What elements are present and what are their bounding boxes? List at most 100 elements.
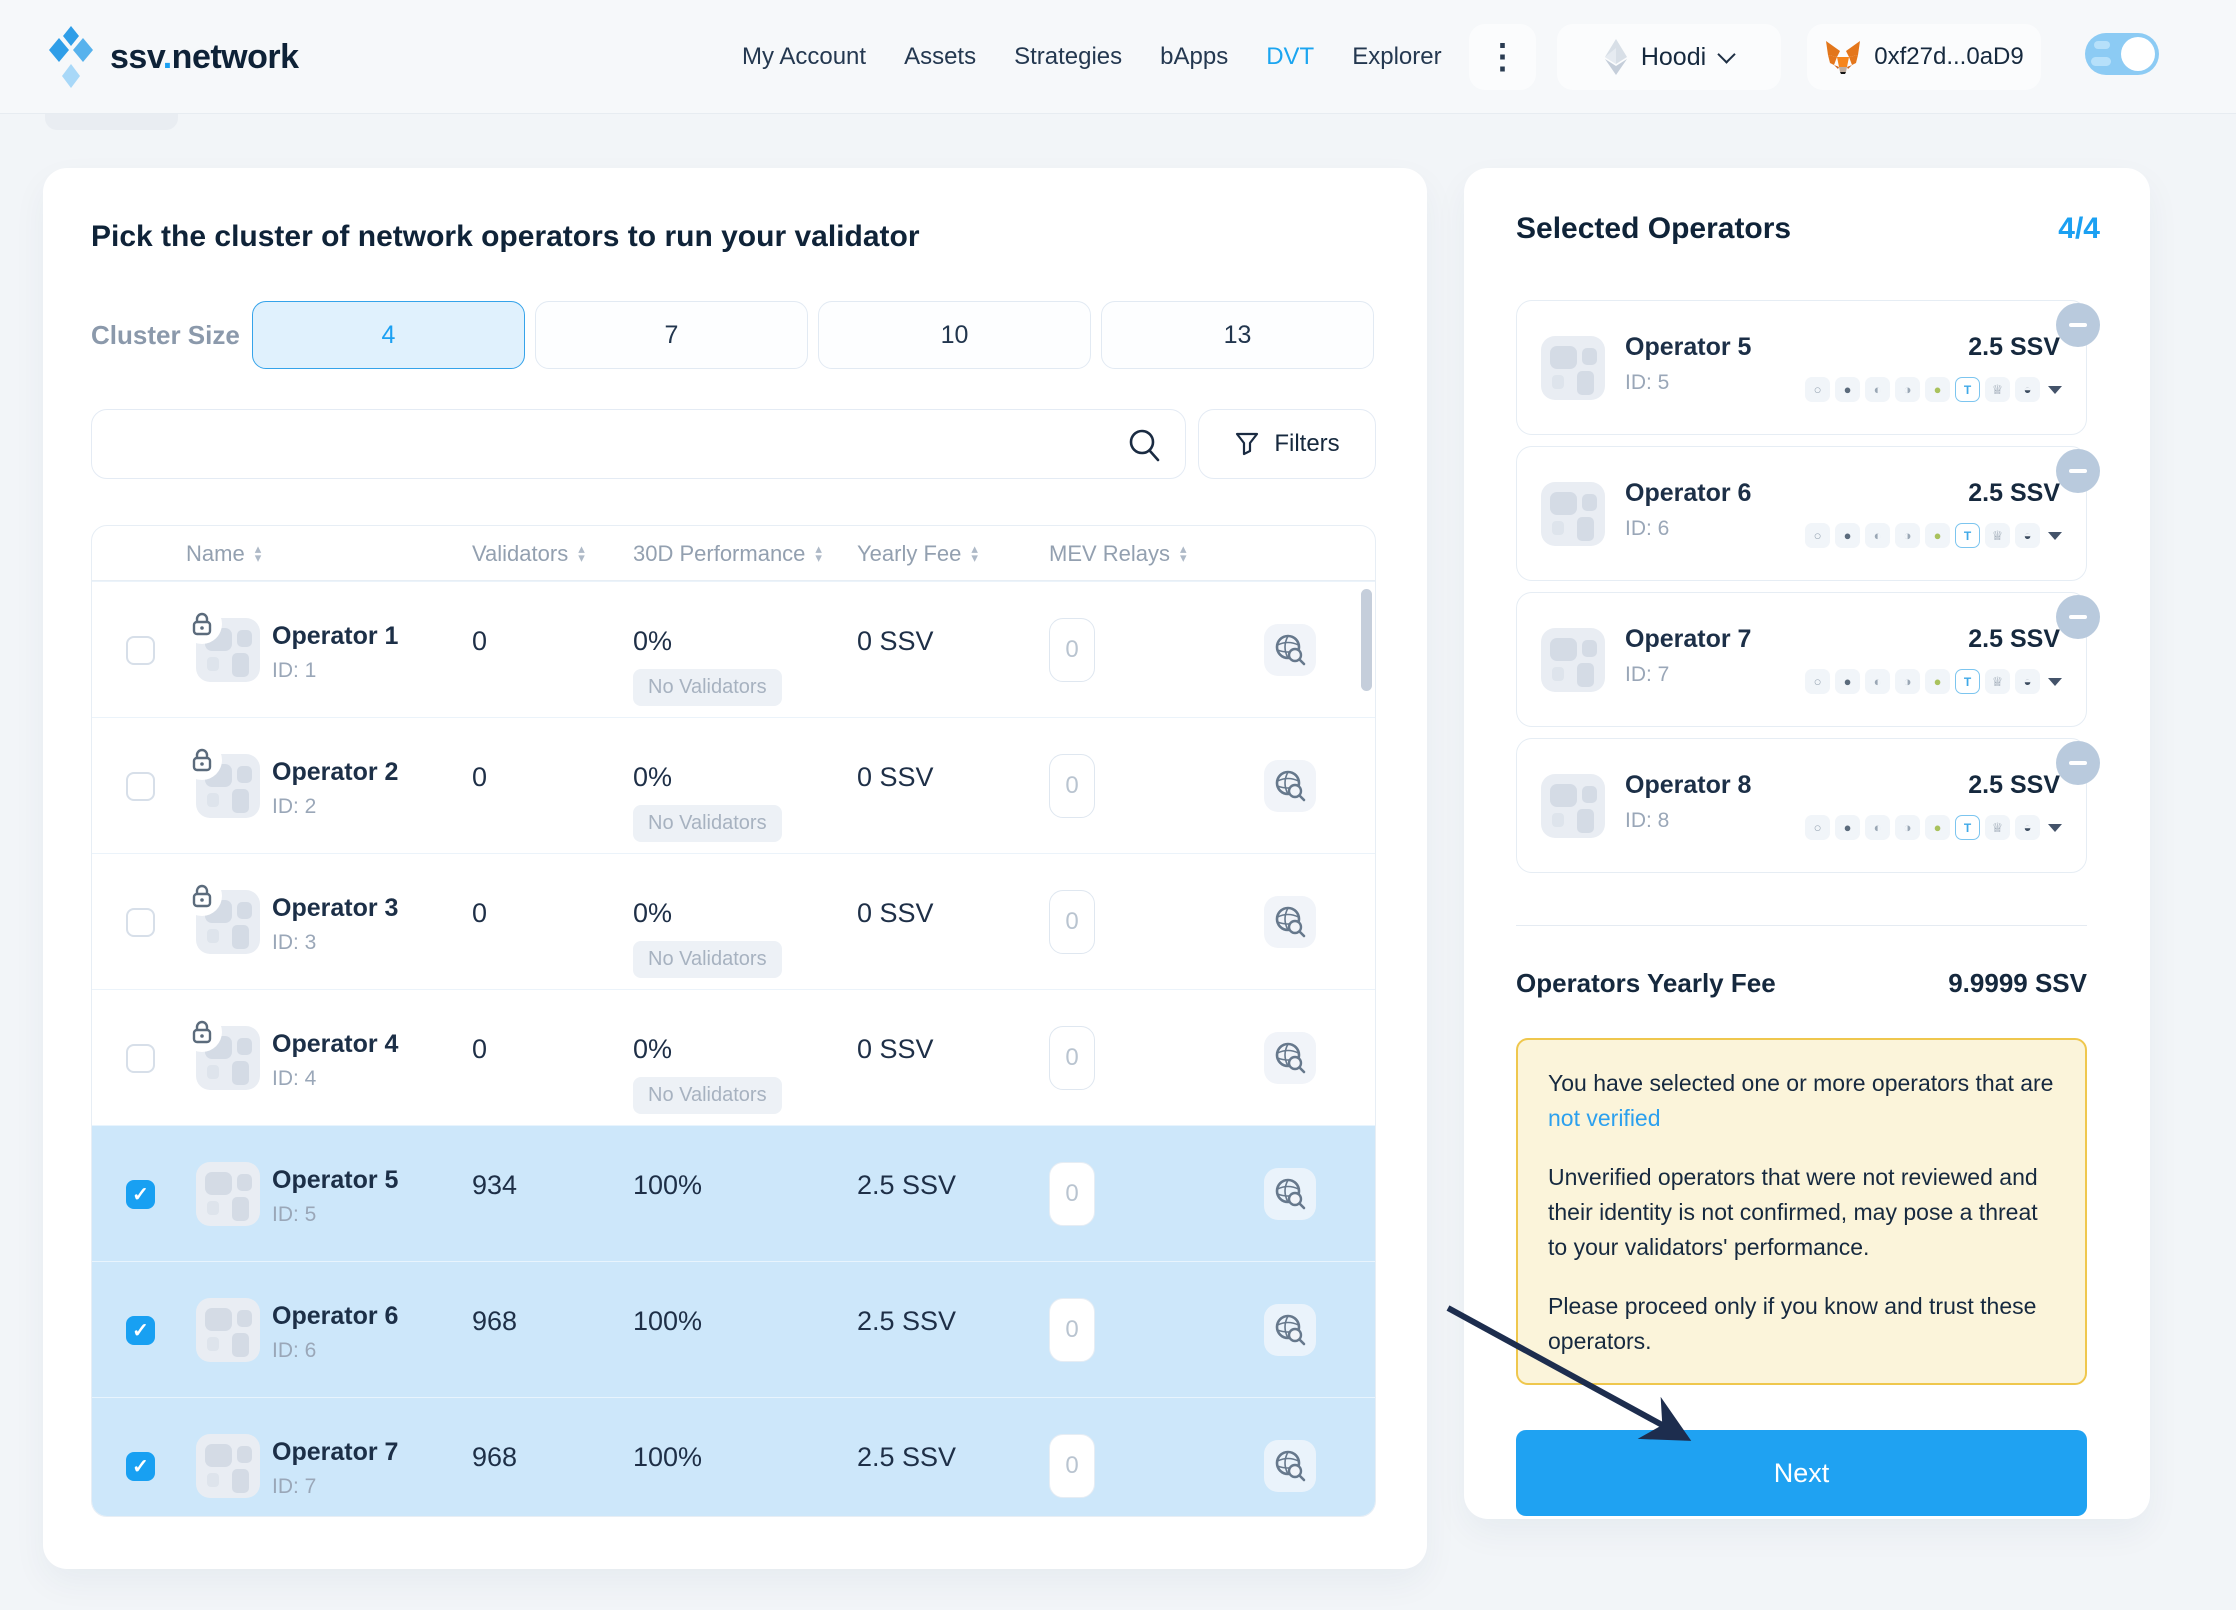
overflow-menu-button[interactable]: ⋮ bbox=[1469, 24, 1536, 90]
nav-link-strategies[interactable]: Strategies bbox=[1014, 43, 1123, 70]
operator-fee: 2.5 SSV bbox=[1968, 771, 2060, 799]
yearly-fee-value: 0 SSV bbox=[857, 626, 934, 656]
operator-search bbox=[91, 409, 1186, 479]
theme-toggle[interactable] bbox=[2085, 33, 2159, 75]
open-in-explorer-button[interactable] bbox=[1264, 896, 1316, 948]
row-checkbox-checked[interactable]: ✓ bbox=[126, 1316, 155, 1345]
column-header-performance[interactable]: 30D Performance ▴ ▾ bbox=[633, 540, 822, 566]
globe-search-icon bbox=[1275, 634, 1306, 666]
table-row[interactable]: Operator 2 ID: 2 0 0% No Validators 0 SSV … bbox=[92, 717, 1375, 853]
operator-id: ID: 6 bbox=[1625, 517, 1670, 540]
operator-name: Operator 5 bbox=[1625, 333, 1752, 361]
table-row-selected[interactable]: ✓ Operator 6 ID: 6 968 100% 2.5 SSV 0 bbox=[92, 1261, 1375, 1397]
mev-relay-icon: ◐ bbox=[1865, 523, 1890, 548]
row-checkbox-checked[interactable]: ✓ bbox=[126, 1180, 155, 1209]
mev-relays-count: 0 bbox=[1049, 1434, 1095, 1498]
expand-relays-icon[interactable] bbox=[2048, 823, 2062, 832]
column-header-mev-relays[interactable]: MEV Relays ▴ ▾ bbox=[1049, 540, 1187, 566]
operator-id: ID: 2 bbox=[272, 795, 317, 818]
warning-body: Please proceed only if you know and trus… bbox=[1548, 1292, 2037, 1354]
not-verified-link[interactable]: not verified bbox=[1548, 1104, 1661, 1131]
mev-relay-icon: ● bbox=[1835, 523, 1860, 548]
expand-relays-icon[interactable] bbox=[2048, 385, 2062, 394]
open-in-explorer-button[interactable] bbox=[1264, 1440, 1316, 1492]
performance-value: 0% bbox=[633, 626, 673, 656]
filters-button[interactable]: Filters bbox=[1198, 409, 1376, 479]
selected-operator-cards: Operator 5 ID: 5 2.5 SSV ○ ● ◐ ◑ ● T ♕ ◒ Operat… bbox=[1516, 300, 2100, 873]
search-input[interactable] bbox=[116, 410, 1116, 478]
mev-relay-icon: ◐ bbox=[1865, 669, 1890, 694]
cluster-size-4-button[interactable]: 4 bbox=[252, 301, 525, 369]
sort-icon: ▴ ▾ bbox=[971, 541, 978, 565]
remove-operator-button[interactable] bbox=[2056, 449, 2100, 493]
network-selector[interactable]: Hoodi bbox=[1557, 24, 1781, 90]
remove-operator-button[interactable] bbox=[2056, 595, 2100, 639]
expand-relays-icon[interactable] bbox=[2048, 531, 2062, 540]
table-row[interactable]: Operator 3 ID: 3 0 0% No Validators 0 SSV … bbox=[92, 853, 1375, 989]
row-checkbox-checked[interactable]: ✓ bbox=[126, 1452, 155, 1481]
open-in-explorer-button[interactable] bbox=[1264, 624, 1316, 676]
mev-relay-icon: ◒ bbox=[2015, 523, 2040, 548]
sort-icon: ▴ ▾ bbox=[254, 541, 262, 565]
check-icon: ✓ bbox=[132, 1456, 149, 1478]
nav-link-my-account[interactable]: My Account bbox=[742, 43, 867, 70]
cluster-size-13-button[interactable]: 13 bbox=[1101, 301, 1374, 369]
open-in-explorer-button[interactable] bbox=[1264, 1304, 1316, 1356]
yearly-fee-value: 0 SSV bbox=[857, 762, 934, 792]
open-in-explorer-button[interactable] bbox=[1264, 1032, 1316, 1084]
page-title: Pick the cluster of network operators to… bbox=[91, 220, 920, 253]
cluster-size-label: Cluster Size bbox=[91, 320, 240, 350]
remove-operator-button[interactable] bbox=[2056, 741, 2100, 785]
sort-icon: ▴ ▾ bbox=[1180, 541, 1187, 565]
table-scrollbar-thumb[interactable] bbox=[1361, 589, 1372, 691]
selected-operator-card: Operator 6 ID: 6 2.5 SSV ○ ● ◐ ◑ ● T ♕ ◒ bbox=[1516, 446, 2100, 581]
performance-value: 100% bbox=[633, 1442, 703, 1472]
expand-relays-icon[interactable] bbox=[2048, 677, 2062, 686]
no-validators-badge: No Validators bbox=[633, 1077, 782, 1114]
validators-count: 934 bbox=[472, 1170, 518, 1200]
mev-relay-icon: ♕ bbox=[1985, 523, 2010, 548]
cluster-size-7-button[interactable]: 7 bbox=[535, 301, 808, 369]
mev-relay-icon: ◑ bbox=[1895, 523, 1920, 548]
column-header-name[interactable]: Name ▴ ▾ bbox=[186, 540, 262, 566]
column-header-validators[interactable]: Validators ▴ ▾ bbox=[472, 540, 585, 566]
mev-relay-icons: ○ ● ◐ ◑ ● T ♕ ◒ bbox=[1805, 523, 2062, 548]
nav-link-dvt[interactable]: DVT bbox=[1266, 43, 1315, 70]
performance-value: 100% bbox=[633, 1170, 703, 1200]
mev-relay-icon: ◐ bbox=[1865, 815, 1890, 840]
open-in-explorer-button[interactable] bbox=[1264, 1168, 1316, 1220]
table-row-selected[interactable]: ✓ Operator 5 ID: 5 934 100% 2.5 SSV 0 bbox=[92, 1125, 1375, 1261]
no-validators-badge: No Validators bbox=[633, 805, 782, 842]
operator-name: Operator 7 bbox=[272, 1438, 399, 1466]
open-in-explorer-button[interactable] bbox=[1264, 760, 1316, 812]
performance-value: 0% bbox=[633, 898, 673, 928]
cloud-icon bbox=[2091, 57, 2111, 66]
nav-link-bapps[interactable]: bApps bbox=[1160, 43, 1229, 70]
brand-logo[interactable]: ssv.network bbox=[48, 0, 299, 114]
wallet-button[interactable]: 0xf27d...0aD9 bbox=[1807, 24, 2041, 90]
nav-link-explorer[interactable]: Explorer bbox=[1352, 43, 1442, 70]
search-icon[interactable] bbox=[1127, 427, 1161, 463]
selected-operators-title: Selected Operators bbox=[1516, 212, 1792, 245]
mev-relay-icons: ○ ● ◐ ◑ ● T ♕ ◒ bbox=[1805, 669, 2062, 694]
cluster-size-10-button[interactable]: 10 bbox=[818, 301, 1091, 369]
row-checkbox[interactable] bbox=[126, 908, 155, 937]
table-row-selected[interactable]: ✓ Operator 7 ID: 7 968 100% 2.5 SSV 0 bbox=[92, 1397, 1375, 1516]
nav-link-assets[interactable]: Assets bbox=[904, 43, 977, 70]
table-row[interactable]: Operator 1 ID: 1 0 0% No Validators 0 SSV … bbox=[92, 581, 1375, 717]
next-button[interactable]: Next bbox=[1516, 1430, 2087, 1516]
row-checkbox[interactable] bbox=[126, 772, 155, 801]
operator-name: Operator 1 bbox=[272, 622, 399, 650]
remove-operator-button[interactable] bbox=[2056, 303, 2100, 347]
operator-name: Operator 7 bbox=[1625, 625, 1752, 653]
row-checkbox[interactable] bbox=[126, 1044, 155, 1073]
yearly-fee-value: 0 SSV bbox=[857, 1034, 934, 1064]
table-row[interactable]: Operator 4 ID: 4 0 0% No Validators 0 SSV … bbox=[92, 989, 1375, 1125]
row-checkbox[interactable] bbox=[126, 636, 155, 665]
network-name: Hoodi bbox=[1640, 42, 1707, 71]
cluster-size-options: 4 7 10 13 bbox=[252, 301, 1374, 369]
column-header-yearly-fee[interactable]: Yearly Fee ▴ ▾ bbox=[857, 540, 978, 566]
no-validators-badge: No Validators bbox=[633, 669, 782, 706]
mev-relay-icon: T bbox=[1955, 669, 1980, 694]
